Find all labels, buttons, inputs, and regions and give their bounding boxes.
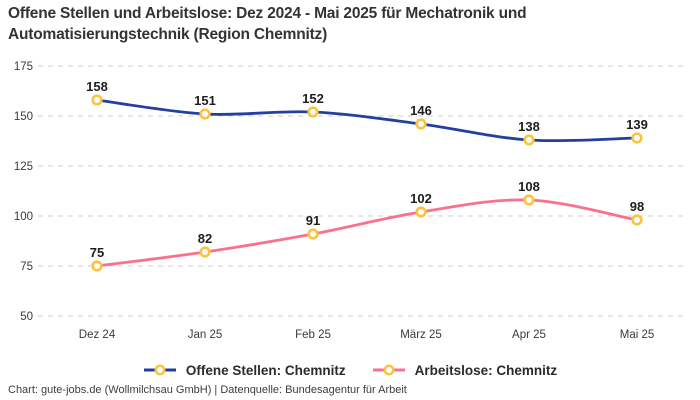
data-point-marker [415, 206, 427, 218]
data-point-marker [307, 228, 319, 240]
data-point-marker [415, 118, 427, 130]
y-tick-label: 175 [14, 61, 33, 73]
value-label: 138 [518, 119, 540, 134]
value-label: 91 [306, 213, 320, 228]
value-label: 139 [626, 117, 648, 132]
value-label: 108 [518, 179, 540, 194]
y-tick-label: 100 [14, 211, 33, 223]
legend-label-arbeitslose: Arbeitslose: Chemnitz [414, 362, 558, 378]
value-label: 146 [410, 103, 432, 118]
x-tick-label: Mai 25 [620, 329, 655, 341]
value-label: 158 [86, 79, 108, 94]
value-label: 75 [90, 245, 104, 260]
legend-item-offene-stellen[interactable]: Offene Stellen: Chemnitz [143, 363, 346, 378]
x-tick-label: Dez 24 [79, 329, 116, 341]
x-tick-label: Apr 25 [512, 329, 546, 341]
value-label: 151 [194, 93, 216, 108]
data-point-marker [307, 106, 319, 118]
legend-label-offene-stellen: Offene Stellen: Chemnitz [185, 362, 346, 378]
data-point-marker [523, 194, 535, 206]
x-tick-label: März 25 [400, 329, 442, 341]
data-point-marker [631, 214, 643, 226]
legend-swatch-line-blue-icon [143, 364, 176, 376]
data-point-marker [91, 94, 103, 106]
y-tick-label: 125 [14, 161, 33, 173]
legend: Offene Stellen: Chemnitz Arbeitslose: Ch… [0, 358, 700, 382]
legend-swatch-line-pink-icon [372, 364, 405, 376]
x-tick-label: Feb 25 [295, 329, 331, 341]
source-attribution: Chart: gute-jobs.de (Wollmilchsau GmbH) … [8, 384, 407, 396]
data-point-marker [91, 260, 103, 272]
value-label: 102 [410, 191, 432, 206]
data-point-marker [199, 108, 211, 120]
series-line [95, 198, 639, 268]
value-label: 82 [198, 231, 212, 246]
value-label: 98 [630, 199, 644, 214]
data-point-marker [631, 132, 643, 144]
chart-title: Offene Stellen und Arbeitslose: Dez 2024… [8, 5, 527, 43]
value-label: 152 [302, 91, 324, 106]
plot-area: 50 75 100 125 150 175 Dez 24 Jan 25 Feb 25 März 2… [14, 61, 688, 341]
data-point-marker [523, 134, 535, 146]
y-tick-label: 75 [20, 261, 33, 273]
y-tick-label: 150 [14, 111, 33, 123]
x-tick-label: Jan 25 [188, 329, 223, 341]
legend-item-arbeitslose[interactable]: Arbeitslose: Chemnitz [372, 362, 558, 378]
data-point-marker [199, 246, 211, 258]
y-tick-label: 50 [20, 311, 33, 323]
series-line [95, 98, 639, 143]
